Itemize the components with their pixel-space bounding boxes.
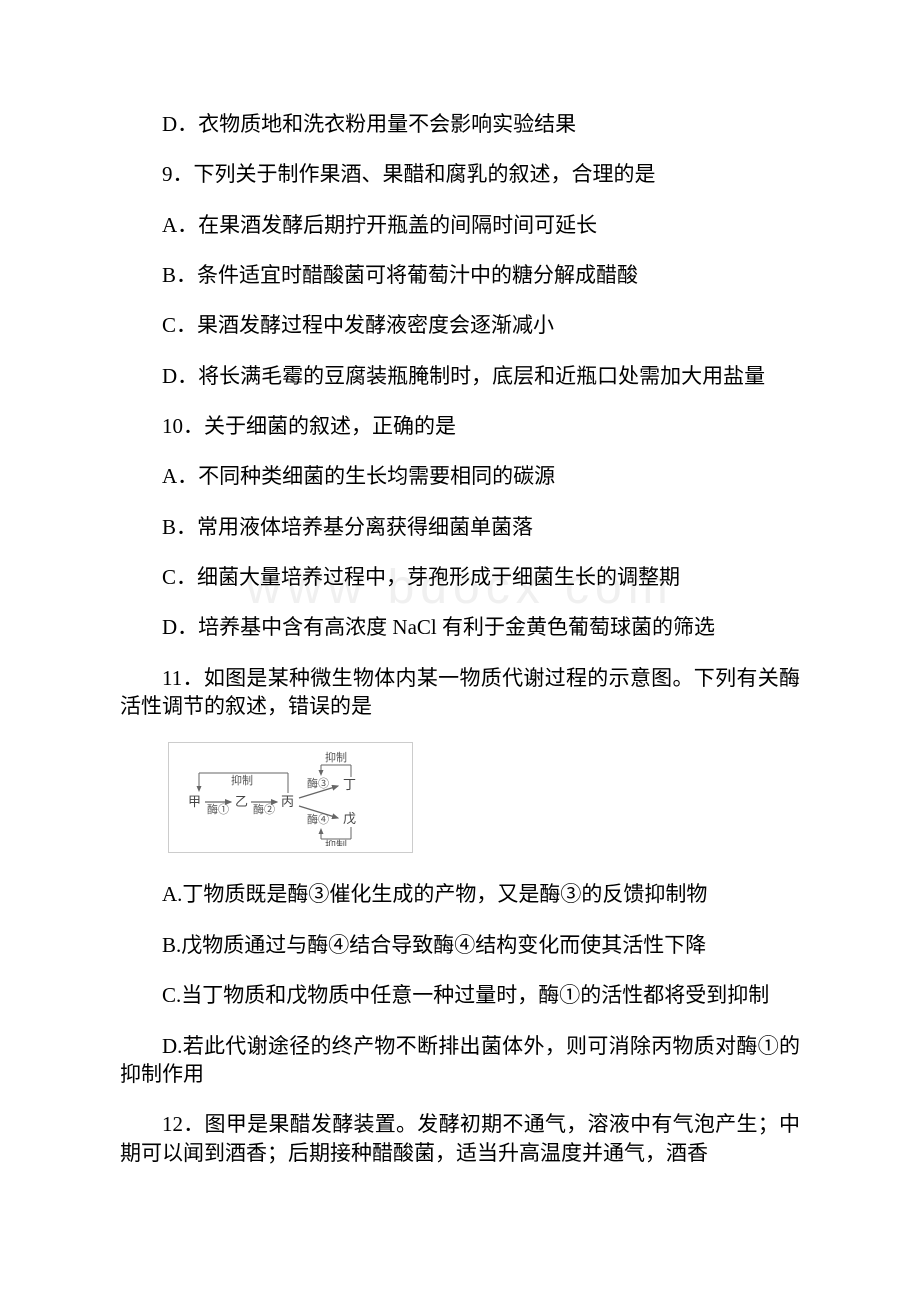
q9-option-c: C．果酒发酵过程中发酵液密度会逐渐减小 — [120, 311, 800, 339]
q11-option-d-text: D.若此代谢途径的终产物不断排出菌体外，则可消除丙物质对酶①的抑制作用 — [120, 1034, 800, 1086]
q9-option-a: A．在果酒发酵后期拧开瓶盖的间隔时间可延长 — [120, 211, 800, 239]
q11-option-c: C.当丁物质和戊物质中任意一种过量时，酶①的活性都将受到抑制 — [120, 981, 800, 1009]
q9-option-d: D．将长满毛霉的豆腐装瓶腌制时，底层和近瓶口处需加大用盐量 — [120, 362, 800, 390]
node-wu: 戊 — [343, 811, 356, 826]
label-mei3: 酶③ — [307, 777, 329, 790]
node-jia: 甲 — [188, 794, 201, 809]
q8-option-d: D．衣物质地和洗衣粉用量不会影响实验结果 — [120, 110, 800, 138]
label-mei2: 酶② — [253, 803, 275, 816]
q11-option-d: D.若此代谢途径的终产物不断排出菌体外，则可消除丙物质对酶①的抑制作用 — [120, 1032, 800, 1089]
q11-diagram-container: 甲 酶① 乙 酶② 丙 酶③ 丁 酶④ 戊 — [168, 742, 800, 858]
q10-option-c: C．细菌大量培养过程中，芽孢形成于细菌生长的调整期 — [120, 563, 800, 591]
q9-stem: 9．下列关于制作果酒、果醋和腐乳的叙述，合理的是 — [120, 160, 800, 188]
q10-option-d: D．培养基中含有高浓度 NaCl 有利于金黄色葡萄球菌的筛选 — [120, 613, 800, 641]
q10-option-a: A．不同种类细菌的生长均需要相同的碳源 — [120, 462, 800, 490]
label-yizhi-bottom: 抑制 — [325, 838, 347, 846]
q11-option-b: B.戊物质通过与酶④结合导致酶④结构变化而使其活性下降 — [120, 931, 800, 959]
q9-option-b: B．条件适宜时醋酸菌可将葡萄汁中的糖分解成醋酸 — [120, 261, 800, 289]
label-yizhi-top: 抑制 — [325, 751, 347, 764]
q12-stem-text: 12．图甲是果醋发酵装置。发酵初期不通气，溶液中有气泡产生；中期可以闻到酒香；后… — [120, 1112, 800, 1164]
q11-option-a: A.丁物质既是酶③催化生成的产物，又是酶③的反馈抑制物 — [120, 880, 800, 908]
node-ding: 丁 — [343, 777, 356, 792]
metabolism-diagram-svg: 甲 酶① 乙 酶② 丙 酶③ 丁 酶④ 戊 — [183, 751, 398, 846]
label-yizhi-left: 抑制 — [231, 773, 253, 787]
q10-stem: 10．关于细菌的叙述，正确的是 — [120, 412, 800, 440]
label-mei1: 酶① — [207, 803, 229, 816]
label-mei4: 酶④ — [307, 813, 329, 826]
q12-stem: 12．图甲是果醋发酵装置。发酵初期不通气，溶液中有气泡产生；中期可以闻到酒香；后… — [120, 1110, 800, 1167]
document-content: D．衣物质地和洗衣粉用量不会影响实验结果 9．下列关于制作果酒、果醋和腐乳的叙述… — [120, 110, 800, 1167]
node-bing: 丙 — [281, 794, 294, 809]
q11-stem: 11．如图是某种微生物体内某一物质代谢过程的示意图。下列有关酶活性调节的叙述，错… — [120, 664, 800, 721]
q9-option-d-text: D．将长满毛霉的豆腐装瓶腌制时，底层和近瓶口处需加大用盐量 — [162, 364, 765, 388]
q11-diagram: 甲 酶① 乙 酶② 丙 酶③ 丁 酶④ 戊 — [168, 742, 413, 853]
q11-stem-text: 11．如图是某种微生物体内某一物质代谢过程的示意图。下列有关酶活性调节的叙述，错… — [120, 666, 800, 718]
q10-option-b: B．常用液体培养基分离获得细菌单菌落 — [120, 513, 800, 541]
q11-option-c-text: C.当丁物质和戊物质中任意一种过量时，酶①的活性都将受到抑制 — [162, 983, 769, 1007]
node-yi: 乙 — [235, 794, 248, 809]
